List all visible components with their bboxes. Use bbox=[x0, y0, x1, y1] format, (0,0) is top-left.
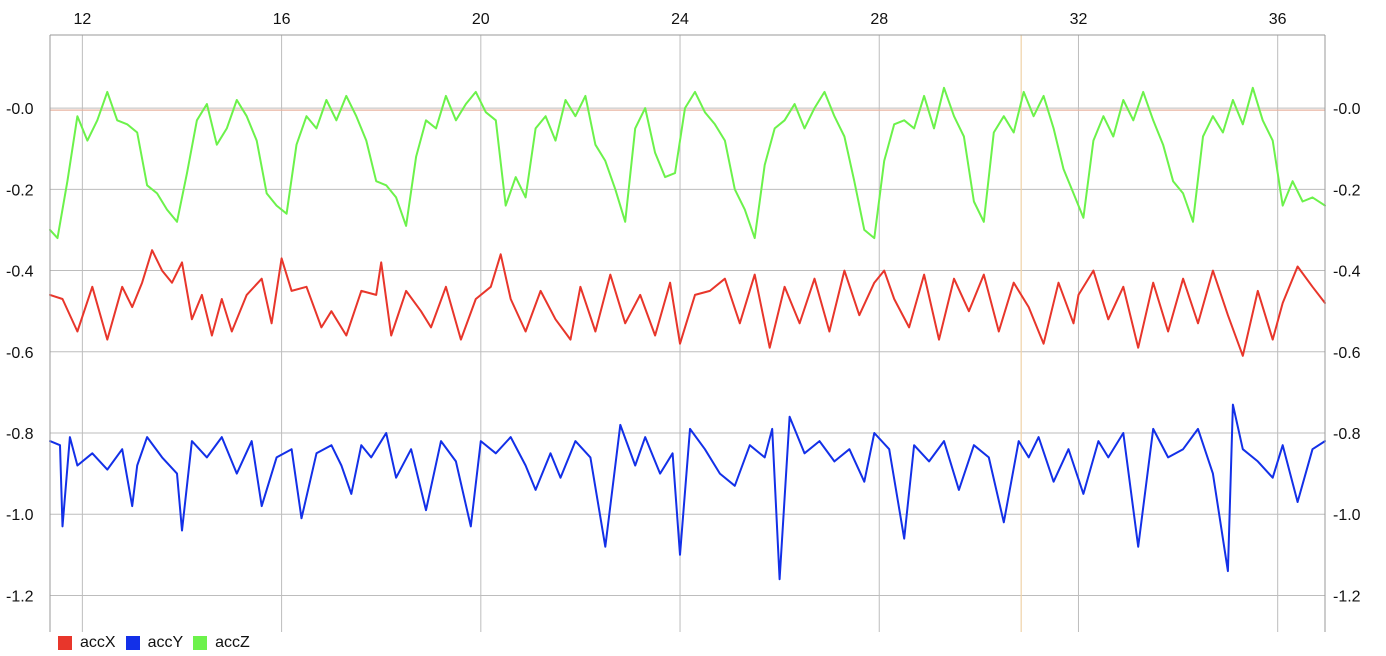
series-line-accz bbox=[49, 86, 1326, 240]
series-line-accy bbox=[49, 403, 1326, 581]
legend-item-accz: accZ bbox=[193, 634, 250, 652]
y-tick-label-right: -0.2 bbox=[1333, 182, 1361, 199]
tick-labels: 12 16 20 24 28 32 36 -0.0 -0.0 -0.2 -0.2 -0.4 -0.4 -0… bbox=[6, 11, 1361, 605]
y-tick-label-right: -0.0 bbox=[1333, 101, 1361, 118]
y-tick-label-left: -0.8 bbox=[6, 426, 34, 443]
y-tick-label-left: -0.4 bbox=[6, 264, 34, 281]
x-tick-label: 28 bbox=[870, 11, 888, 28]
x-tick-label: 20 bbox=[472, 11, 490, 28]
y-tick-label-left: -1.2 bbox=[6, 588, 34, 605]
y-tick-label-right: -0.4 bbox=[1333, 264, 1361, 281]
x-tick-label: 36 bbox=[1269, 11, 1287, 28]
chart-canvas: 12 16 20 24 28 32 36 -0.0 -0.0 -0.2 -0.2 -0.4 -0.4 -0… bbox=[6, 11, 1361, 632]
y-tick-label-left: -1.0 bbox=[6, 507, 34, 524]
x-tick-label: 12 bbox=[73, 11, 91, 28]
y-tick-label-left: -0.2 bbox=[6, 182, 34, 199]
legend-swatch bbox=[125, 636, 140, 650]
reference-lines bbox=[50, 35, 1325, 632]
legend-item-accy: accY bbox=[125, 634, 184, 652]
y-tick-label-right: -0.6 bbox=[1333, 345, 1361, 362]
legend-swatch bbox=[58, 636, 72, 650]
y-tick-label-right: -1.2 bbox=[1333, 588, 1361, 605]
axes bbox=[49, 34, 1326, 632]
grid bbox=[50, 35, 1325, 632]
legend-swatch bbox=[193, 636, 208, 650]
legend-item-accx: accX bbox=[58, 634, 116, 652]
series-line-accx bbox=[49, 249, 1326, 357]
series-lines bbox=[49, 86, 1326, 581]
y-tick-label-right: -0.8 bbox=[1333, 426, 1361, 443]
y-tick-label-left: -0.6 bbox=[6, 345, 34, 362]
y-tick-label-left: -0.0 bbox=[6, 101, 34, 118]
x-tick-label: 16 bbox=[273, 11, 291, 28]
legend-label: accX bbox=[80, 634, 116, 651]
y-tick-label-right: -1.0 bbox=[1333, 507, 1361, 524]
legend-label: accZ bbox=[215, 634, 250, 651]
x-tick-label: 24 bbox=[671, 11, 689, 28]
legend: accX accY accZ bbox=[58, 633, 250, 653]
x-tick-label: 32 bbox=[1070, 11, 1088, 28]
legend-label: accY bbox=[147, 634, 184, 651]
